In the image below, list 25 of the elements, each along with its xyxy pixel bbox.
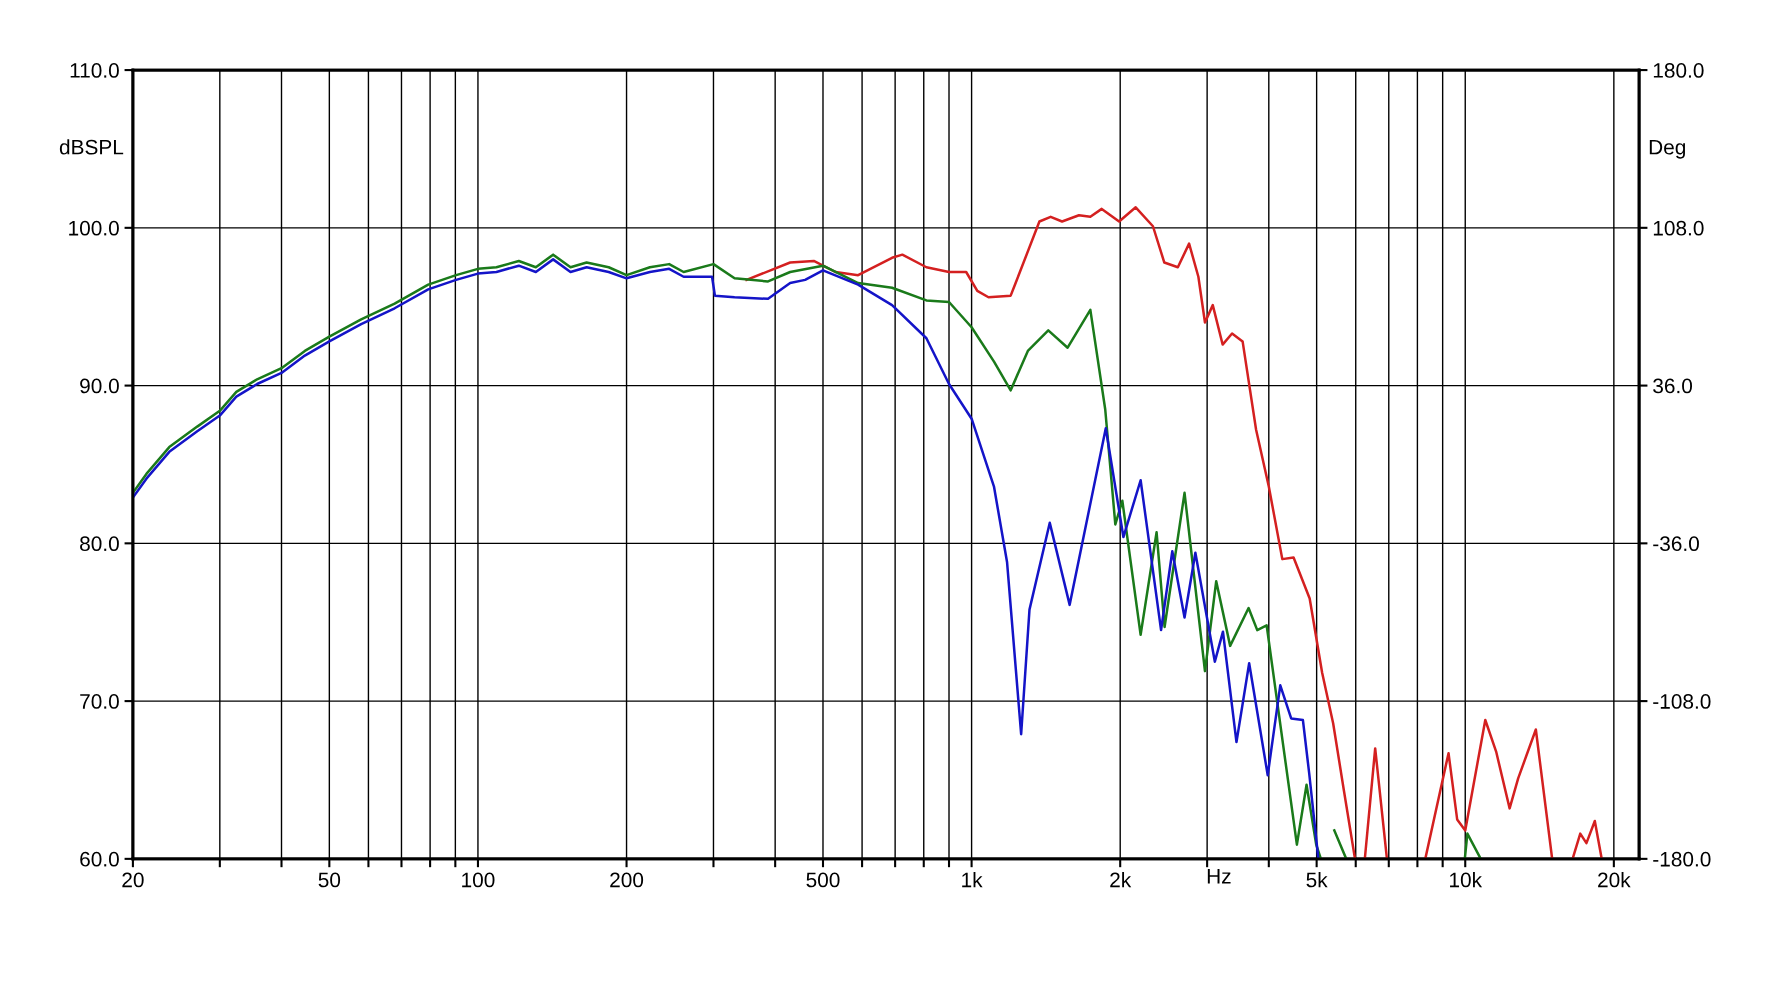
x-tick-label: 500	[806, 872, 840, 888]
x-tick-label: 20	[122, 872, 144, 888]
y-tick-label: 70.0	[80, 694, 119, 709]
y-tick-label: 100.0	[69, 220, 119, 236]
x-tick-label: 20k	[1598, 872, 1631, 888]
x-axis-title: Hz	[1207, 869, 1231, 884]
x-tick-label: 200	[610, 872, 644, 888]
y-tick-label: 90.0	[80, 378, 119, 394]
x-tick-label: 2k	[1110, 872, 1132, 888]
x-tick-label: 5k	[1306, 872, 1328, 888]
x-tick-label: 50	[318, 872, 341, 888]
y2-tick-label: -36.0	[1653, 536, 1699, 552]
y2-tick-label: 36.0	[1653, 378, 1693, 394]
y-tick-label: 80.0	[80, 536, 119, 552]
y2-axis-title: Deg	[1649, 140, 1686, 159]
y-axis-title: dBSPL	[59, 139, 124, 155]
x-tick-label: 100	[462, 872, 495, 888]
y-tick-label: 60.0	[80, 851, 119, 867]
x-tick-label: 1k	[962, 872, 983, 888]
y2-tick-label: 180.0	[1653, 63, 1704, 78]
y2-tick-label: 108.0	[1653, 220, 1704, 236]
y2-tick-label: -180.0	[1653, 851, 1711, 867]
x-tick-label: 10k	[1450, 872, 1483, 888]
y2-tick-label: -108.0	[1653, 694, 1711, 709]
y-tick-label: 110.0	[70, 63, 119, 78]
